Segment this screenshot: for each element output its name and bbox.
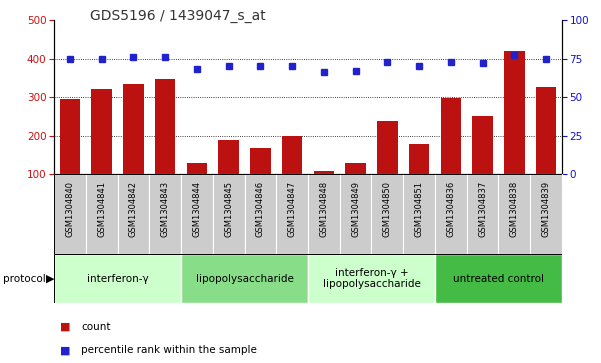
Bar (377, 121, 398, 174)
Bar (118, 174, 149, 254)
Bar (308, 254, 435, 303)
Text: GSM1304838: GSM1304838 (510, 181, 519, 237)
Bar (441, 98, 461, 174)
Text: interferon-γ: interferon-γ (87, 274, 148, 284)
Text: GSM1304843: GSM1304843 (160, 181, 169, 237)
Bar (186, 163, 207, 174)
Text: protocol: protocol (3, 274, 46, 284)
Bar (250, 148, 270, 174)
Text: GDS5196 / 1439047_s_at: GDS5196 / 1439047_s_at (90, 9, 266, 23)
Bar (530, 174, 562, 254)
Bar (276, 174, 308, 254)
Text: GSM1304845: GSM1304845 (224, 181, 233, 237)
Bar (472, 117, 493, 174)
Text: GSM1304841: GSM1304841 (97, 181, 106, 237)
Text: GSM1304837: GSM1304837 (478, 181, 487, 237)
Text: GSM1304846: GSM1304846 (256, 181, 265, 237)
Bar (54, 174, 86, 254)
Bar (149, 174, 181, 254)
Bar (435, 174, 467, 254)
Text: percentile rank within the sample: percentile rank within the sample (81, 345, 257, 355)
Bar (504, 51, 525, 174)
Bar (346, 163, 366, 174)
Bar (181, 174, 213, 254)
Bar (535, 87, 557, 174)
Text: ▶: ▶ (46, 274, 54, 284)
Bar (181, 254, 308, 303)
Text: interferon-γ +
lipopolysaccharide: interferon-γ + lipopolysaccharide (323, 268, 421, 289)
Text: GSM1304836: GSM1304836 (447, 181, 456, 237)
Bar (371, 174, 403, 254)
Bar (435, 254, 562, 303)
Bar (314, 171, 334, 174)
Text: GSM1304849: GSM1304849 (351, 181, 360, 237)
Text: ■: ■ (60, 322, 70, 332)
Bar (218, 139, 239, 174)
Text: GSM1304844: GSM1304844 (192, 181, 201, 237)
Bar (403, 174, 435, 254)
Text: count: count (81, 322, 111, 332)
Text: GSM1304839: GSM1304839 (542, 181, 551, 237)
Bar (155, 78, 175, 174)
Bar (308, 174, 340, 254)
Bar (86, 174, 118, 254)
Text: GSM1304840: GSM1304840 (66, 181, 75, 237)
Bar (123, 83, 144, 174)
Bar (498, 174, 530, 254)
Bar (213, 174, 245, 254)
Text: lipopolysaccharide: lipopolysaccharide (195, 274, 293, 284)
Bar (59, 99, 81, 174)
Text: GSM1304851: GSM1304851 (415, 181, 424, 237)
Text: GSM1304842: GSM1304842 (129, 181, 138, 237)
Text: GSM1304847: GSM1304847 (288, 181, 297, 237)
Text: ■: ■ (60, 345, 70, 355)
Text: GSM1304850: GSM1304850 (383, 181, 392, 237)
Text: GSM1304848: GSM1304848 (319, 181, 328, 237)
Bar (409, 144, 430, 174)
Bar (245, 174, 276, 254)
Bar (467, 174, 498, 254)
Bar (340, 174, 371, 254)
Bar (91, 89, 112, 174)
Bar (282, 136, 302, 174)
Bar (54, 254, 181, 303)
Text: untreated control: untreated control (453, 274, 544, 284)
